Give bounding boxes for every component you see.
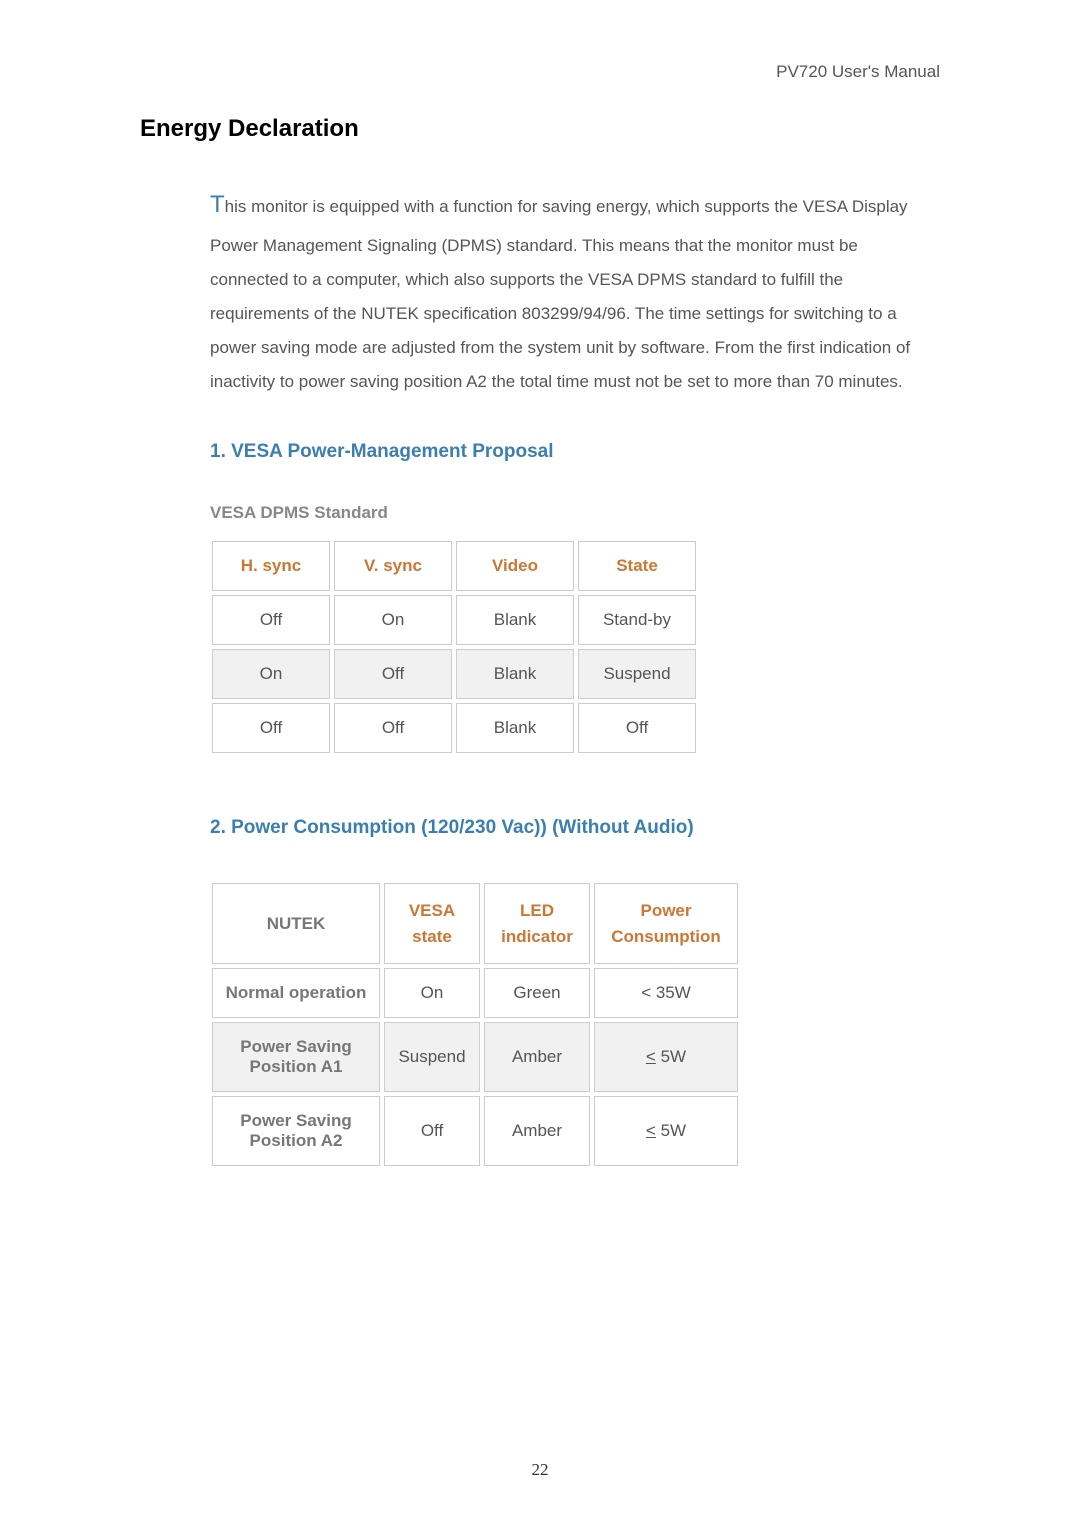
col-power: Power Consumption xyxy=(594,883,738,964)
page-title: Energy Declaration xyxy=(140,115,940,143)
leq-value: < xyxy=(646,1121,656,1140)
col-vesa-state: VESA state xyxy=(384,883,480,964)
section2-heading: 2. Power Consumption (120/230 Vac)) (Wit… xyxy=(210,817,940,839)
section1-subheading: VESA DPMS Standard xyxy=(210,503,940,523)
table-row: Off On Blank Stand-by xyxy=(212,595,696,645)
page-number: 22 xyxy=(0,1460,1080,1480)
table-header-row: H. sync V. sync Video State xyxy=(212,541,696,591)
table-row: Off Off Blank Off xyxy=(212,703,696,753)
vesa-dpms-table: H. sync V. sync Video State Off On Blank… xyxy=(208,537,700,757)
table-header-row: NUTEK VESA state LED indicator Power Con… xyxy=(212,883,738,964)
col-nutek: NUTEK xyxy=(212,883,380,964)
col-state: State xyxy=(578,541,696,591)
dropcap: T xyxy=(210,191,225,218)
col-video: Video xyxy=(456,541,574,591)
col-led: LED indicator xyxy=(484,883,590,964)
table-row: Power Saving Position A1 Suspend Amber <… xyxy=(212,1022,738,1092)
table-row: Power Saving Position A2 Off Amber < 5W xyxy=(212,1096,738,1166)
col-v-sync: V. sync xyxy=(334,541,452,591)
table-row: On Off Blank Suspend xyxy=(212,649,696,699)
paragraph-text: his monitor is equipped with a function … xyxy=(210,197,910,391)
document-page: PV720 User's Manual Energy Declaration T… xyxy=(0,0,1080,1528)
intro-paragraph: This monitor is equipped with a function… xyxy=(210,181,920,399)
power-consumption-table: NUTEK VESA state LED indicator Power Con… xyxy=(208,879,742,1170)
col-h-sync: H. sync xyxy=(212,541,330,591)
section1-heading: 1. VESA Power-Management Proposal xyxy=(210,441,940,463)
table-row: Normal operation On Green < 35W xyxy=(212,968,738,1018)
header-manual-name: PV720 User's Manual xyxy=(776,62,940,82)
leq-value: < xyxy=(646,1047,656,1066)
